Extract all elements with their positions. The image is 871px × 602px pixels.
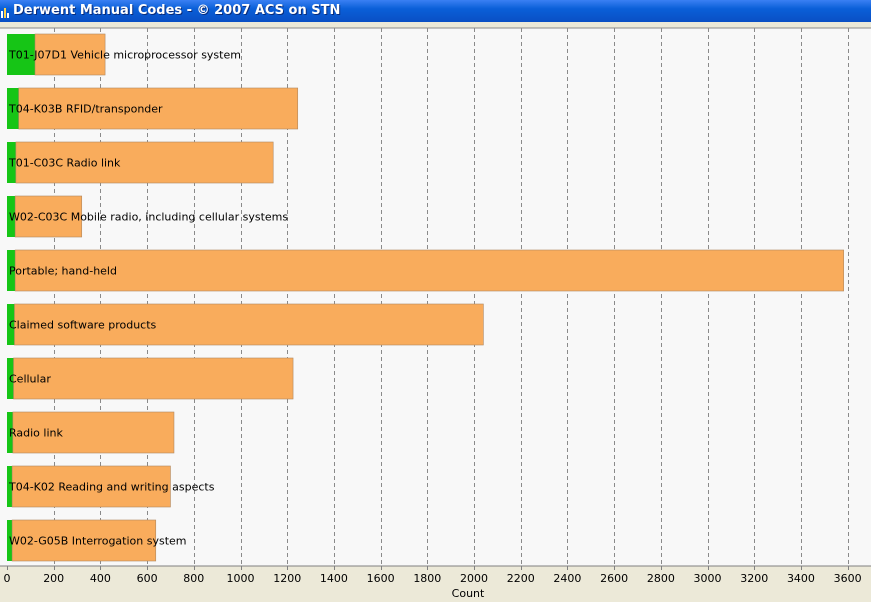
chart-app-icon bbox=[1, 8, 9, 18]
x-tick-label: 3600 bbox=[834, 572, 862, 585]
bar-highlight-segment bbox=[7, 34, 36, 75]
x-tick-label: 1600 bbox=[367, 572, 395, 585]
bar-segment bbox=[14, 303, 484, 346]
category-label: T04-K02 Reading and writing aspects bbox=[8, 481, 215, 494]
x-tick-label: 400 bbox=[90, 572, 111, 585]
x-tick-label: 1400 bbox=[320, 572, 348, 585]
window-titlebar[interactable]: Derwent Manual Codes - © 2007 ACS on STN bbox=[0, 0, 871, 22]
x-tick-label: 1000 bbox=[227, 572, 255, 585]
bar-highlight-segment bbox=[7, 520, 13, 561]
x-tick-label: 2600 bbox=[600, 572, 628, 585]
bars bbox=[7, 33, 844, 562]
bar-highlight-segment bbox=[7, 196, 16, 237]
x-tick-label: 200 bbox=[43, 572, 64, 585]
x-axis-title: Count bbox=[452, 587, 485, 600]
bar-highlight-segment bbox=[7, 304, 15, 345]
x-tick-label: 3200 bbox=[740, 572, 768, 585]
x-tick-label: 1200 bbox=[273, 572, 301, 585]
bar-segment bbox=[12, 411, 175, 454]
category-label: T01-C03C Radio link bbox=[8, 157, 121, 170]
category-label: W02-G05B Interrogation system bbox=[9, 535, 187, 548]
x-tick-label: 3000 bbox=[694, 572, 722, 585]
x-tick-label: 3400 bbox=[787, 572, 815, 585]
x-tick-label: 2400 bbox=[553, 572, 581, 585]
category-label: Cellular bbox=[9, 373, 51, 386]
category-label: W02-C03C Mobile radio, including cellula… bbox=[9, 211, 288, 224]
bar-segment bbox=[14, 249, 844, 292]
category-label: Claimed software products bbox=[9, 319, 157, 332]
x-tick-label: 0 bbox=[4, 572, 11, 585]
category-label: T01-J07D1 Vehicle microprocessor system bbox=[8, 49, 241, 62]
bar-segment bbox=[18, 87, 299, 130]
x-tick-label: 2000 bbox=[460, 572, 488, 585]
gridlines bbox=[54, 28, 849, 566]
bar-segment bbox=[11, 465, 171, 508]
bar-highlight-segment bbox=[7, 412, 13, 453]
category-labels: T01-J07D1 Vehicle microprocessor system T… bbox=[8, 49, 288, 548]
window-title: Derwent Manual Codes - © 2007 ACS on STN bbox=[13, 3, 341, 18]
category-label: Portable; hand-held bbox=[9, 265, 117, 278]
category-label: T04-K03B RFID/transponder bbox=[8, 103, 163, 116]
bar-segment bbox=[11, 519, 157, 562]
bar-segment bbox=[34, 33, 106, 76]
x-tick-label: 600 bbox=[137, 572, 158, 585]
bar-highlight-segment bbox=[7, 88, 19, 129]
bar-segment bbox=[13, 357, 294, 400]
x-tick-label: 2800 bbox=[647, 572, 675, 585]
bar-segment bbox=[14, 195, 83, 238]
bar-highlight-segment bbox=[7, 142, 16, 183]
bar-segment bbox=[15, 141, 274, 184]
x-tick-label: 800 bbox=[183, 572, 204, 585]
bar-highlight-segment bbox=[7, 358, 14, 399]
category-label: Radio link bbox=[9, 427, 63, 440]
bar-chart: T01-J07D1 Vehicle microprocessor system T… bbox=[0, 27, 871, 600]
x-axis-ticks: 0 200 400 600 800 1000 1200 1400 1600 1800 2000 220… bbox=[4, 566, 862, 585]
bar-highlight-segment bbox=[7, 466, 13, 507]
x-tick-label: 1800 bbox=[413, 572, 441, 585]
x-tick-label: 2200 bbox=[507, 572, 535, 585]
bar-highlight-segment bbox=[7, 250, 16, 291]
